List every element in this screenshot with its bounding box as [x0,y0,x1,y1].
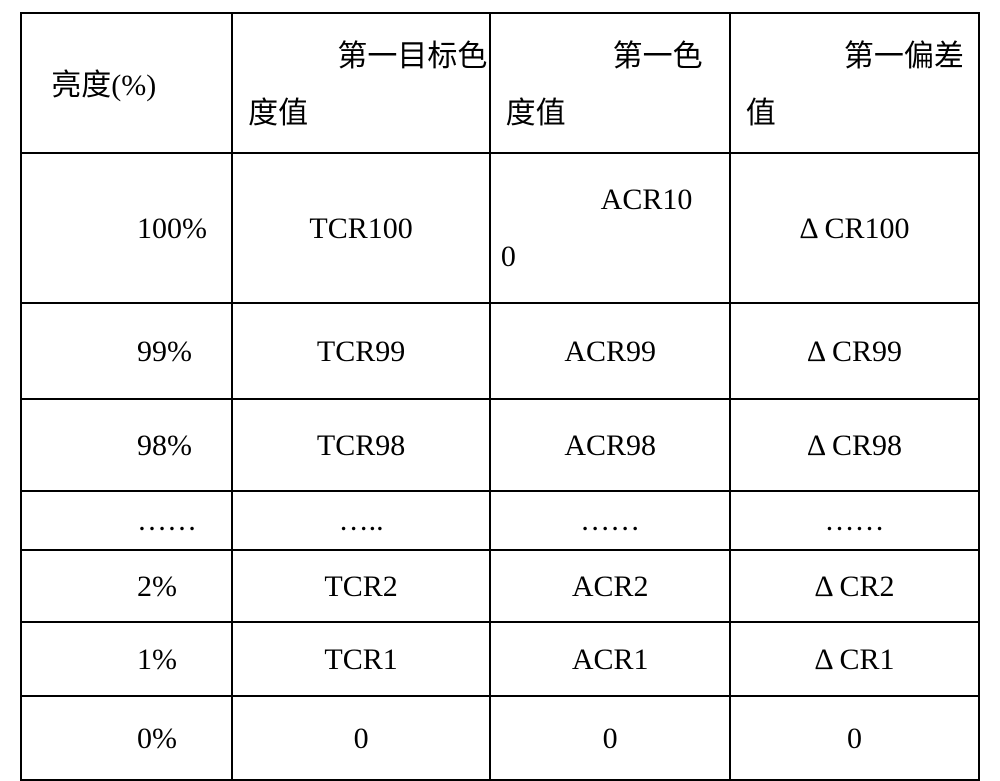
cell-target-chroma: TCR1 [232,622,491,696]
cell-first-deviation: Δ CR2 [730,550,979,622]
cell-first-chroma: ACR2 [490,550,730,622]
col-header-label: 第一偏差 [731,28,978,85]
table-row: 100% TCR100 ACR10 0 Δ CR100 [21,153,979,303]
cell-first-chroma: ACR98 [490,399,730,491]
cell-first-chroma: ACR1 [490,622,730,696]
cell-value: 0 [491,228,729,285]
col-header-label: 值 [731,85,978,142]
cell-brightness: 2% [21,550,232,622]
cell-target-chroma: TCR99 [232,303,491,399]
col-header-first-chroma: 第一色 度值 [490,13,730,153]
table-header-row: 亮度(%) 第一目标色 度值 第一色 度值 第一偏差 值 [21,13,979,153]
col-header-label: 第一色 [491,28,729,85]
cell-brightness: 1% [21,622,232,696]
table-row: 2% TCR2 ACR2 Δ CR2 [21,550,979,622]
cell-target-chroma: TCR100 [232,153,491,303]
table-row: 98% TCR98 ACR98 Δ CR98 [21,399,979,491]
cell-first-deviation: Δ CR99 [730,303,979,399]
col-header-first-deviation: 第一偏差 值 [730,13,979,153]
cell-brightness: 99% [21,303,232,399]
cell-first-deviation: 0 [730,696,979,780]
page: 亮度(%) 第一目标色 度值 第一色 度值 第一偏差 值 100% TCR100… [0,0,1000,779]
cell-first-deviation: Δ CR98 [730,399,979,491]
table-row: 99% TCR99 ACR99 Δ CR99 [21,303,979,399]
cell-brightness: …… [21,491,232,550]
table-row: 1% TCR1 ACR1 Δ CR1 [21,622,979,696]
col-header-label: 第一目标色 [233,28,490,85]
cell-first-chroma: ACR10 0 [490,153,730,303]
cell-value: ACR10 [491,171,729,228]
table-row: 0% 0 0 0 [21,696,979,780]
cell-first-chroma: …… [490,491,730,550]
cell-brightness: 0% [21,696,232,780]
cell-first-chroma: 0 [490,696,730,780]
data-table: 亮度(%) 第一目标色 度值 第一色 度值 第一偏差 值 100% TCR100… [20,12,980,781]
col-header-brightness: 亮度(%) [21,13,232,153]
cell-first-deviation: …… [730,491,979,550]
cell-brightness: 100% [21,153,232,303]
cell-target-chroma: TCR2 [232,550,491,622]
cell-first-deviation: Δ CR100 [730,153,979,303]
col-header-label: 亮度(%) [22,39,231,132]
col-header-target-chroma: 第一目标色 度值 [232,13,491,153]
cell-brightness: 98% [21,399,232,491]
cell-first-deviation: Δ CR1 [730,622,979,696]
table-row: …… ….. …… …… [21,491,979,550]
cell-target-chroma: ….. [232,491,491,550]
cell-first-chroma: ACR99 [490,303,730,399]
cell-target-chroma: 0 [232,696,491,780]
cell-target-chroma: TCR98 [232,399,491,491]
col-header-label: 度值 [233,85,490,142]
col-header-label: 度值 [491,85,729,142]
